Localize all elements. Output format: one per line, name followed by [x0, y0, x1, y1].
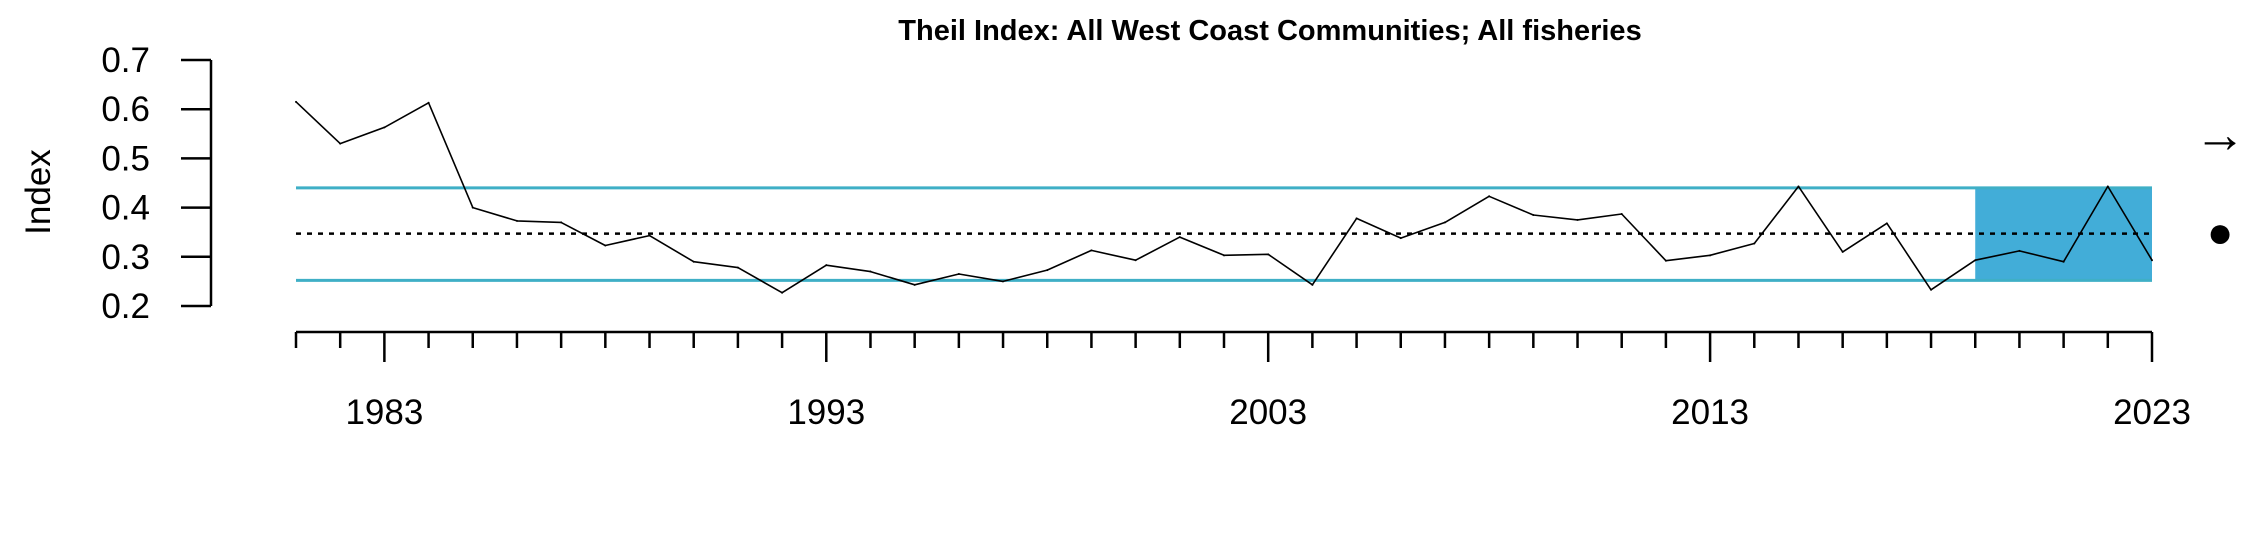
- bounds-layer: [296, 186, 2152, 282]
- y-tick-label: 0.5: [101, 139, 150, 178]
- data-point: [1974, 259, 1977, 262]
- chart-title: Theil Index: All West Coast Communities;…: [898, 15, 1641, 47]
- data-point: [1488, 195, 1491, 198]
- data-point: [1311, 283, 1314, 286]
- data-point: [913, 283, 916, 286]
- data-point: [1090, 249, 1093, 252]
- axes-layer: 0.2 0.3 0.4 0.5 0.6 0.7 1983 1993 2003 2013 2023: [101, 41, 2191, 432]
- data-point: [1267, 253, 1270, 256]
- data-point: [2151, 259, 2153, 262]
- data-point: [1930, 288, 1933, 291]
- x-tick-label: 2003: [1229, 393, 1307, 432]
- data-point: [1620, 212, 1623, 215]
- right-arrow-icon: →: [2194, 106, 2246, 164]
- y-tick-label: 0.4: [101, 189, 150, 228]
- data-point: [1355, 217, 1358, 220]
- data-point: [1709, 254, 1712, 257]
- y-tick-label: 0.3: [101, 238, 150, 277]
- data-point: [2106, 185, 2109, 188]
- data-point: [781, 291, 784, 294]
- data-point: [1797, 185, 1800, 188]
- data-point: [648, 234, 651, 237]
- data-point: [736, 266, 739, 269]
- data-point: [1046, 269, 1049, 272]
- points-layer: [295, 100, 2153, 294]
- data-point: [1178, 236, 1181, 239]
- x-tick-label: 2023: [2113, 393, 2191, 432]
- data-point: [604, 244, 607, 247]
- data-point: [1885, 222, 1888, 225]
- data-point: [957, 273, 960, 276]
- data-point: [1576, 218, 1579, 221]
- data-point: [2018, 249, 2021, 252]
- y-tick-label: 0.7: [101, 41, 150, 80]
- data-point: [1223, 254, 1225, 257]
- data-point: [471, 206, 474, 209]
- y-tick-label: 0.2: [101, 287, 150, 326]
- data-point: [560, 221, 563, 224]
- data-point: [692, 260, 695, 263]
- data-point: [427, 101, 430, 104]
- data-point: [2062, 260, 2065, 263]
- data-point: [1532, 213, 1535, 216]
- x-tick-label: 1983: [345, 393, 423, 432]
- data-point: [339, 142, 342, 145]
- series-layer: [295, 101, 2153, 294]
- data-point: [515, 219, 518, 222]
- data-point: [1399, 237, 1402, 240]
- data-point: [1443, 221, 1446, 224]
- data-point: [1664, 259, 1667, 262]
- data-point: [1134, 259, 1137, 262]
- filled-circle-icon: ●: [2207, 208, 2234, 257]
- data-point: [1002, 280, 1005, 283]
- data-point: [869, 270, 872, 273]
- data-point: [383, 126, 386, 129]
- x-tick-label: 1993: [787, 393, 865, 432]
- data-point: [1841, 250, 1844, 253]
- data-point: [1753, 242, 1756, 245]
- y-tick-label: 0.6: [101, 90, 150, 129]
- x-tick-label: 2013: [1671, 393, 1749, 432]
- data-point: [825, 264, 828, 267]
- series-line: [295, 101, 2153, 294]
- y-axis-label: Index: [19, 149, 58, 235]
- data-point: [295, 100, 297, 103]
